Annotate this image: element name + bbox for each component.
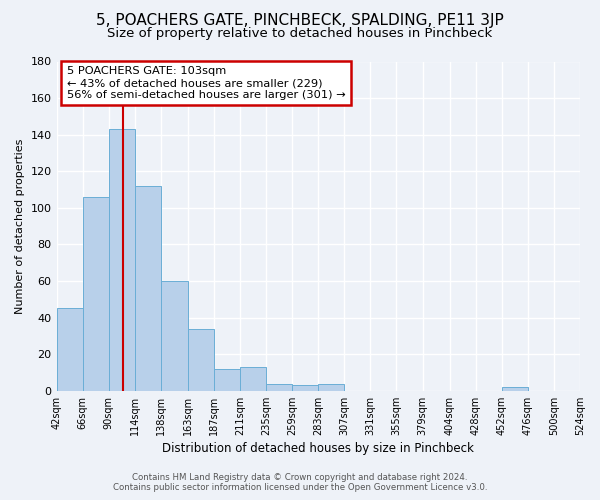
Bar — [135, 186, 161, 391]
Bar — [318, 384, 344, 391]
Bar — [240, 367, 266, 391]
Bar — [83, 197, 109, 391]
Bar — [56, 308, 83, 391]
Bar — [502, 387, 528, 391]
Text: Size of property relative to detached houses in Pinchbeck: Size of property relative to detached ho… — [107, 28, 493, 40]
Bar — [188, 328, 214, 391]
Bar — [161, 281, 188, 391]
Text: Contains HM Land Registry data © Crown copyright and database right 2024.
Contai: Contains HM Land Registry data © Crown c… — [113, 473, 487, 492]
Bar — [214, 369, 240, 391]
Bar — [292, 386, 318, 391]
Text: 5 POACHERS GATE: 103sqm
← 43% of detached houses are smaller (229)
56% of semi-d: 5 POACHERS GATE: 103sqm ← 43% of detache… — [67, 66, 346, 100]
Y-axis label: Number of detached properties: Number of detached properties — [15, 138, 25, 314]
Bar — [266, 384, 292, 391]
Text: 5, POACHERS GATE, PINCHBECK, SPALDING, PE11 3JP: 5, POACHERS GATE, PINCHBECK, SPALDING, P… — [96, 12, 504, 28]
X-axis label: Distribution of detached houses by size in Pinchbeck: Distribution of detached houses by size … — [163, 442, 474, 455]
Bar — [109, 129, 135, 391]
